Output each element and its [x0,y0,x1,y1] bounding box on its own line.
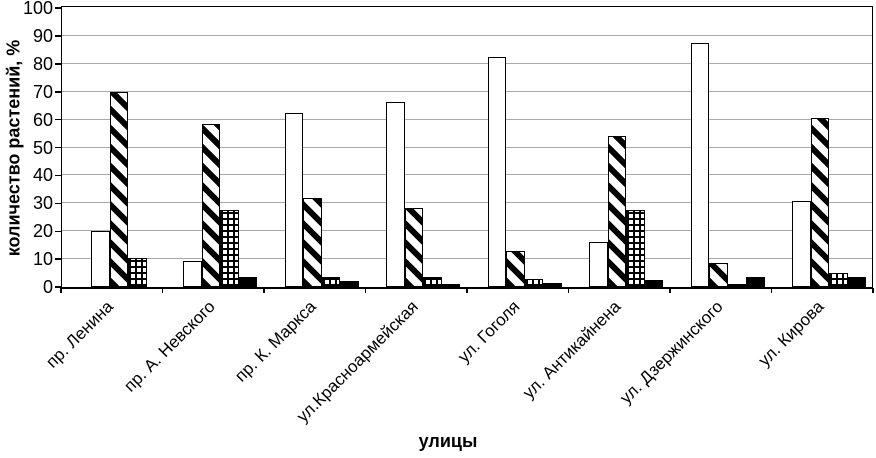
bar-group [773,7,875,287]
y-tick-mark [55,7,62,9]
gridline [62,90,872,92]
bar-grid-hatch [128,257,147,287]
bar-diagonal-hatch [709,263,728,287]
y-tick-label: 60 [32,109,53,130]
bar-diagonal-hatch [201,123,221,287]
y-tick-label: 0 [42,277,53,297]
bar-grid-hatch [727,284,747,287]
bar-diagonal-hatch [810,118,830,287]
y-tick-label: 100 [22,0,53,18]
y-tick-mark [55,174,62,177]
y-tick-mark [55,286,62,288]
y-tick-mark [55,146,62,149]
bar-grid-hatch [626,210,645,287]
bar-grid-hatch [524,278,544,287]
y-tick-label: 80 [32,53,53,74]
x-category-label: пр. Ленина [42,297,118,372]
y-tick-label: 10 [32,249,53,270]
y-tick-label: 90 [32,25,53,46]
gridline [62,146,872,148]
bar-solid-black [238,277,258,287]
bar-diagonal-hatch [109,91,128,287]
bar-group [164,7,266,287]
x-tick-mark [263,288,265,293]
bar-solid-white [690,42,710,287]
gridline [62,258,872,260]
bar-solid-black [340,281,359,287]
gridline [62,174,872,176]
x-tick-mark [872,288,874,293]
bar-solid-white [792,200,811,287]
bar-group [265,7,367,287]
y-tick-label: 30 [32,193,53,214]
y-tick-label: 50 [32,137,53,158]
gridline [62,230,872,232]
bar-diagonal-hatch [303,197,322,287]
gridline [62,118,872,120]
x-tick-mark [60,288,62,293]
x-tick-mark [364,288,367,293]
y-tick-mark [55,202,62,204]
y-tick-mark [55,258,62,260]
bar-group [671,7,773,287]
y-tick-mark [55,35,62,37]
bar-diagonal-hatch [607,136,627,287]
bar-group [468,7,570,287]
bar-solid-white [91,231,110,287]
y-tick-mark [55,63,62,65]
bar-group [570,7,672,287]
gridline [62,202,872,204]
x-category-label: ул. Гоголя [453,297,524,367]
bar-grid-hatch [220,210,239,287]
x-tick-mark [161,288,164,293]
y-tick-label: 70 [32,81,53,102]
y-tick-label: 20 [32,221,53,242]
bar-group [367,7,469,287]
bar-solid-black [543,282,562,287]
x-category-label: пр. К. Маркса [231,297,321,386]
x-category-label: ул. Дзержинского [615,297,727,408]
x-axis-title: улицы [418,431,478,451]
x-category-label: ул. Кирова [754,297,828,370]
y-tick-mark [55,91,62,93]
bar-solid-white [589,242,608,287]
y-tick-mark [55,230,62,232]
x-tick-mark [669,288,671,293]
bar-solid-white [183,260,202,287]
bar-group [62,7,164,287]
plot-area [61,6,873,289]
bar-solid-white [284,112,304,287]
x-tick-mark [770,288,773,293]
bar-grid-hatch [829,273,848,287]
bar-solid-black [644,280,664,287]
x-tick-mark [466,288,468,293]
gridline [62,62,872,64]
bar-grid-hatch [423,277,442,287]
gridline [62,34,872,36]
x-tick-mark [567,288,570,293]
x-category-label: пр. А. Невского [120,297,219,396]
bar-diagonal-hatch [506,250,525,287]
bar-solid-black [746,277,765,287]
y-tick-label: 40 [32,165,53,186]
x-category-label: ул. Антикайнена [519,297,625,403]
bar-grid-hatch [321,277,341,287]
bar-solid-white [487,56,507,287]
bar-solid-black [441,284,461,287]
bar-solid-white [386,101,405,287]
bar-diagonal-hatch [404,207,424,287]
y-tick-mark [55,118,62,121]
bar-solid-black [847,277,867,287]
